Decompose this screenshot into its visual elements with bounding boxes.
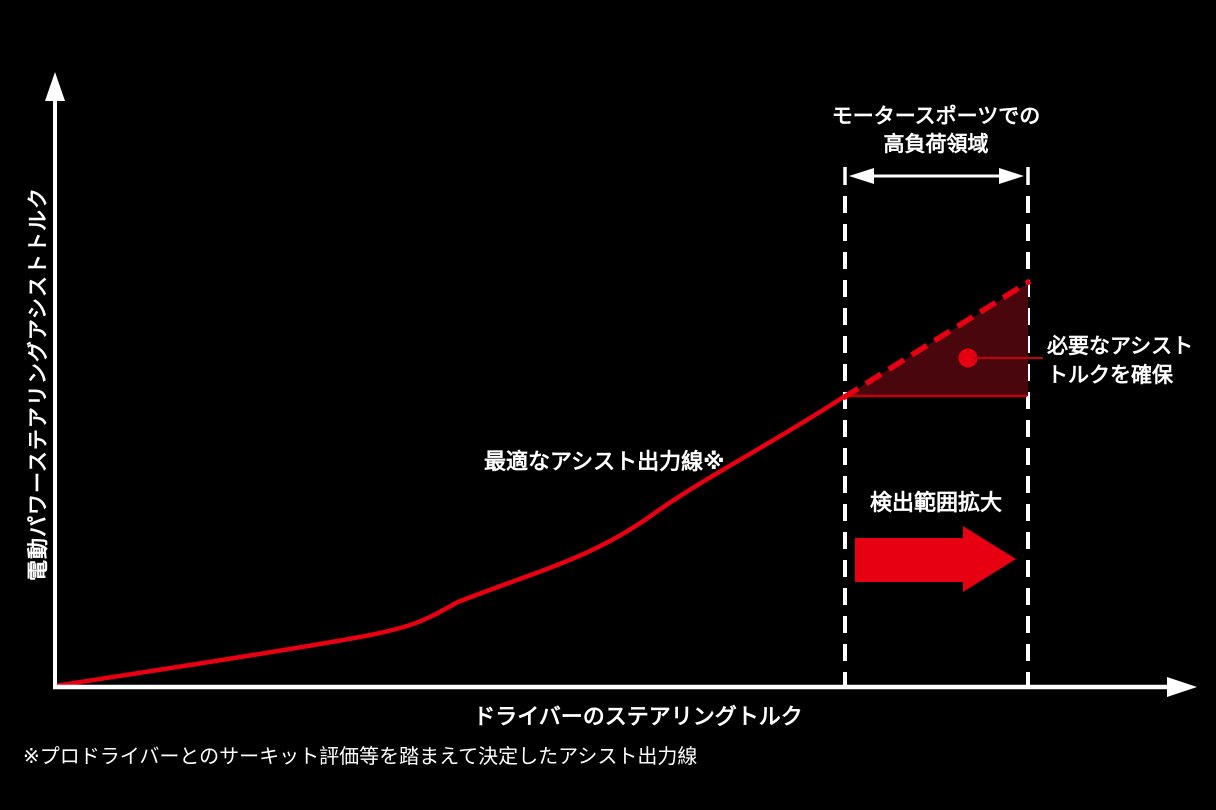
high-load-region-label-line1: モータースポーツでの xyxy=(831,105,1041,128)
callout-dot xyxy=(958,348,978,368)
expand-right-arrow-icon xyxy=(855,526,1016,592)
high-load-region-label: モータースポーツでの 高負荷領域 xyxy=(832,103,1041,159)
y-axis-label: 電動パワーステアリングアシストトルク xyxy=(27,186,50,582)
detection-range-label: 検出範囲拡大 xyxy=(869,490,1003,515)
y-axis xyxy=(45,72,65,689)
footnote: ※プロドライバーとのサーキット評価等を踏まえて決定したアシスト出力線 xyxy=(23,746,698,768)
x-axis-label: ドライバーのステアリングトルク xyxy=(473,704,803,729)
x-axis-arrow-icon xyxy=(1167,677,1197,697)
curve-label: 最適なアシスト出力線※ xyxy=(484,449,725,474)
extended-assist-dashed-line xyxy=(841,278,1032,401)
assist-callout-label: 必要なアシスト トルクを確保 xyxy=(1047,332,1193,390)
arrow-left-icon xyxy=(849,168,874,184)
y-axis-arrow-icon xyxy=(45,72,65,101)
high-load-region-label-line2: 高負荷領域 xyxy=(883,133,989,156)
assist-callout-label-line2: トルクを確保 xyxy=(1047,364,1173,387)
x-axis xyxy=(53,677,1197,697)
arrow-right-icon xyxy=(999,168,1024,184)
assist-callout-label-line1: 必要なアシスト xyxy=(1047,335,1194,358)
optimal-assist-curve xyxy=(54,394,847,689)
range-measure-arrow xyxy=(843,167,1030,185)
